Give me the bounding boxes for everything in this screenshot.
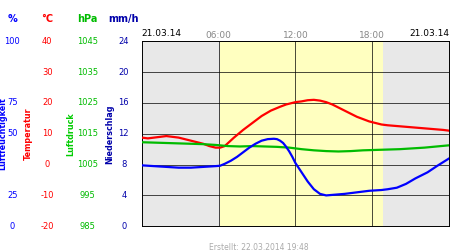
Text: %: % xyxy=(7,14,17,24)
Text: mm/h: mm/h xyxy=(108,14,139,24)
Text: -10: -10 xyxy=(40,191,54,200)
Text: -20: -20 xyxy=(40,222,54,231)
Text: 30: 30 xyxy=(42,68,53,76)
Bar xyxy=(383,41,449,226)
Text: Luftfeuchtigkeit: Luftfeuchtigkeit xyxy=(0,97,8,170)
Text: 75: 75 xyxy=(7,98,18,108)
Bar xyxy=(220,41,383,226)
Text: 50: 50 xyxy=(7,129,18,138)
Text: 1025: 1025 xyxy=(77,98,98,108)
Text: °C: °C xyxy=(41,14,53,24)
Text: 995: 995 xyxy=(80,191,95,200)
Text: 1045: 1045 xyxy=(77,37,98,46)
Text: 20: 20 xyxy=(118,68,129,76)
Text: 21.03.14: 21.03.14 xyxy=(142,28,182,38)
Text: 8: 8 xyxy=(121,160,126,169)
Text: hPa: hPa xyxy=(77,14,98,24)
Text: 100: 100 xyxy=(4,37,20,46)
Text: Niederschlag: Niederschlag xyxy=(105,104,114,164)
Text: 20: 20 xyxy=(42,98,53,108)
Text: 1005: 1005 xyxy=(77,160,98,169)
Text: 0: 0 xyxy=(45,160,50,169)
Text: 24: 24 xyxy=(118,37,129,46)
Text: 25: 25 xyxy=(7,191,18,200)
Bar xyxy=(142,41,220,226)
Text: Erstellt: 22.03.2014 19:48: Erstellt: 22.03.2014 19:48 xyxy=(209,243,308,250)
Text: 10: 10 xyxy=(42,129,53,138)
Text: Temperatur: Temperatur xyxy=(23,108,32,160)
Text: 0: 0 xyxy=(121,222,126,231)
Text: 4: 4 xyxy=(121,191,126,200)
Text: 16: 16 xyxy=(118,98,129,108)
Text: 40: 40 xyxy=(42,37,53,46)
Text: 0: 0 xyxy=(9,222,15,231)
Text: 1035: 1035 xyxy=(77,68,98,76)
Text: 12: 12 xyxy=(118,129,129,138)
Text: 985: 985 xyxy=(80,222,96,231)
Text: 1015: 1015 xyxy=(77,129,98,138)
Text: Luftdruck: Luftdruck xyxy=(67,112,76,156)
Text: 21.03.14: 21.03.14 xyxy=(409,28,449,38)
